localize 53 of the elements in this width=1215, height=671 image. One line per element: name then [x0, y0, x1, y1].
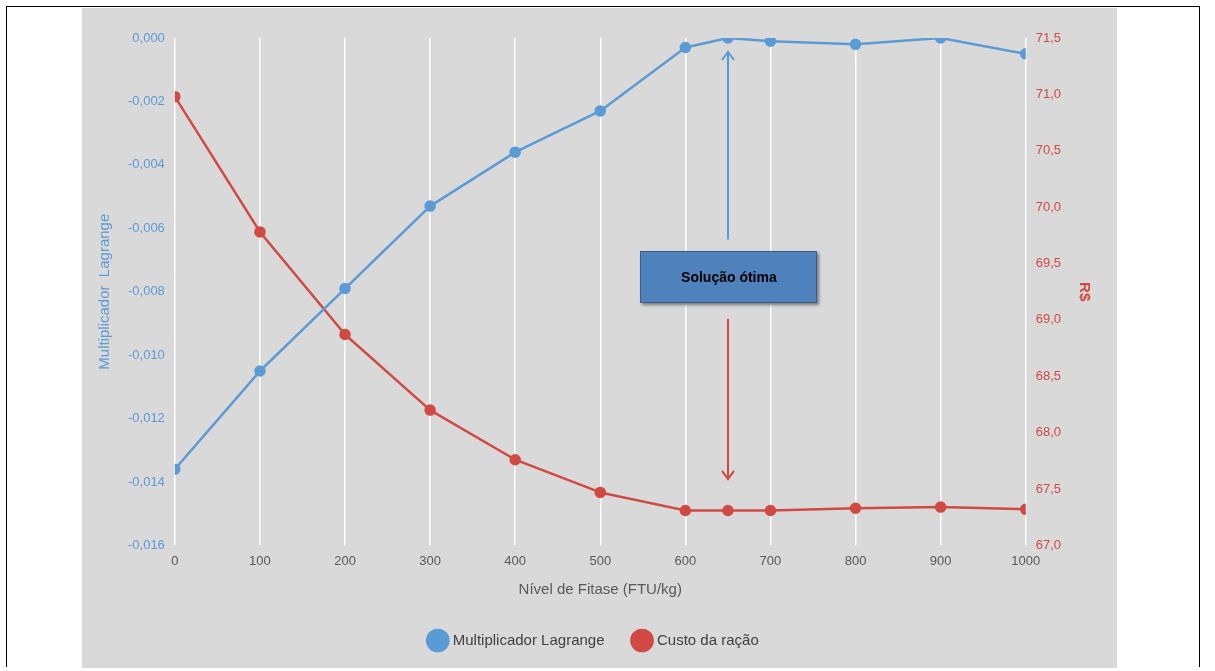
y2-tick-label: 67,5	[1035, 480, 1062, 496]
point	[934, 501, 947, 513]
y-tick-label: -0,004	[127, 156, 165, 172]
point	[424, 200, 436, 212]
point	[594, 105, 607, 117]
y2-tick-label: 69,0	[1035, 311, 1062, 327]
point	[722, 504, 734, 517]
y2-tick-label: 67,0	[1035, 536, 1062, 552]
x-tick-label: 1000	[1011, 552, 1041, 568]
y2-tick-label: 68,0	[1035, 424, 1062, 440]
y2-tick-label: 69,5	[1035, 255, 1062, 271]
point	[849, 502, 862, 514]
x-tick-label: 200	[334, 552, 356, 568]
point	[509, 146, 521, 158]
y-tick-label: -0,010	[127, 346, 165, 362]
point	[509, 453, 521, 466]
point	[849, 38, 862, 51]
x-tick-label: 700	[759, 552, 782, 568]
point	[254, 226, 266, 238]
x-tick-label: 100	[249, 552, 271, 568]
y2-tick-label: 70,0	[1035, 198, 1062, 214]
point	[339, 328, 351, 341]
y-tick-label: -0,008	[127, 283, 165, 299]
x-axis-title: Nível de Fitase (FTU/kg)	[518, 580, 682, 598]
y-axis-title: Multiplicador Lagrange	[95, 213, 113, 370]
legend-label: Custo da ração	[657, 630, 759, 648]
y-tick-label: -0,006	[127, 219, 165, 235]
point	[764, 504, 777, 517]
x-tick-label: 500	[589, 552, 612, 568]
x-tick-label: 800	[844, 552, 867, 568]
legend-label: Multiplicador Lagrange	[452, 630, 605, 648]
y-tick-label: -0,014	[127, 473, 165, 489]
y-tick-label: 0,000	[132, 29, 165, 45]
y2-tick-label: 71,5	[1035, 29, 1062, 45]
y2-tick-label: 68,5	[1035, 367, 1062, 383]
point	[339, 282, 351, 295]
point	[254, 365, 266, 377]
point	[679, 504, 692, 517]
point	[594, 486, 607, 499]
y-tick-label: -0,002	[127, 93, 165, 108]
y2-axis-title: R$	[1076, 282, 1094, 302]
callout-box: Solução ótima	[640, 251, 818, 304]
y2-tick-label: 70,5	[1035, 142, 1062, 158]
x-tick-label: 300	[419, 552, 441, 568]
x-tick-label: 600	[674, 552, 697, 568]
y-tick-label: -0,012	[127, 410, 165, 426]
x-tick-label: 400	[504, 552, 527, 568]
y2-tick-label: 71,0	[1035, 85, 1062, 101]
x-tick-label: 900	[929, 552, 952, 568]
point	[679, 41, 692, 54]
point	[424, 404, 436, 416]
x-tick-label: 0	[171, 552, 179, 568]
y-tick-label: -0,016	[127, 536, 165, 552]
